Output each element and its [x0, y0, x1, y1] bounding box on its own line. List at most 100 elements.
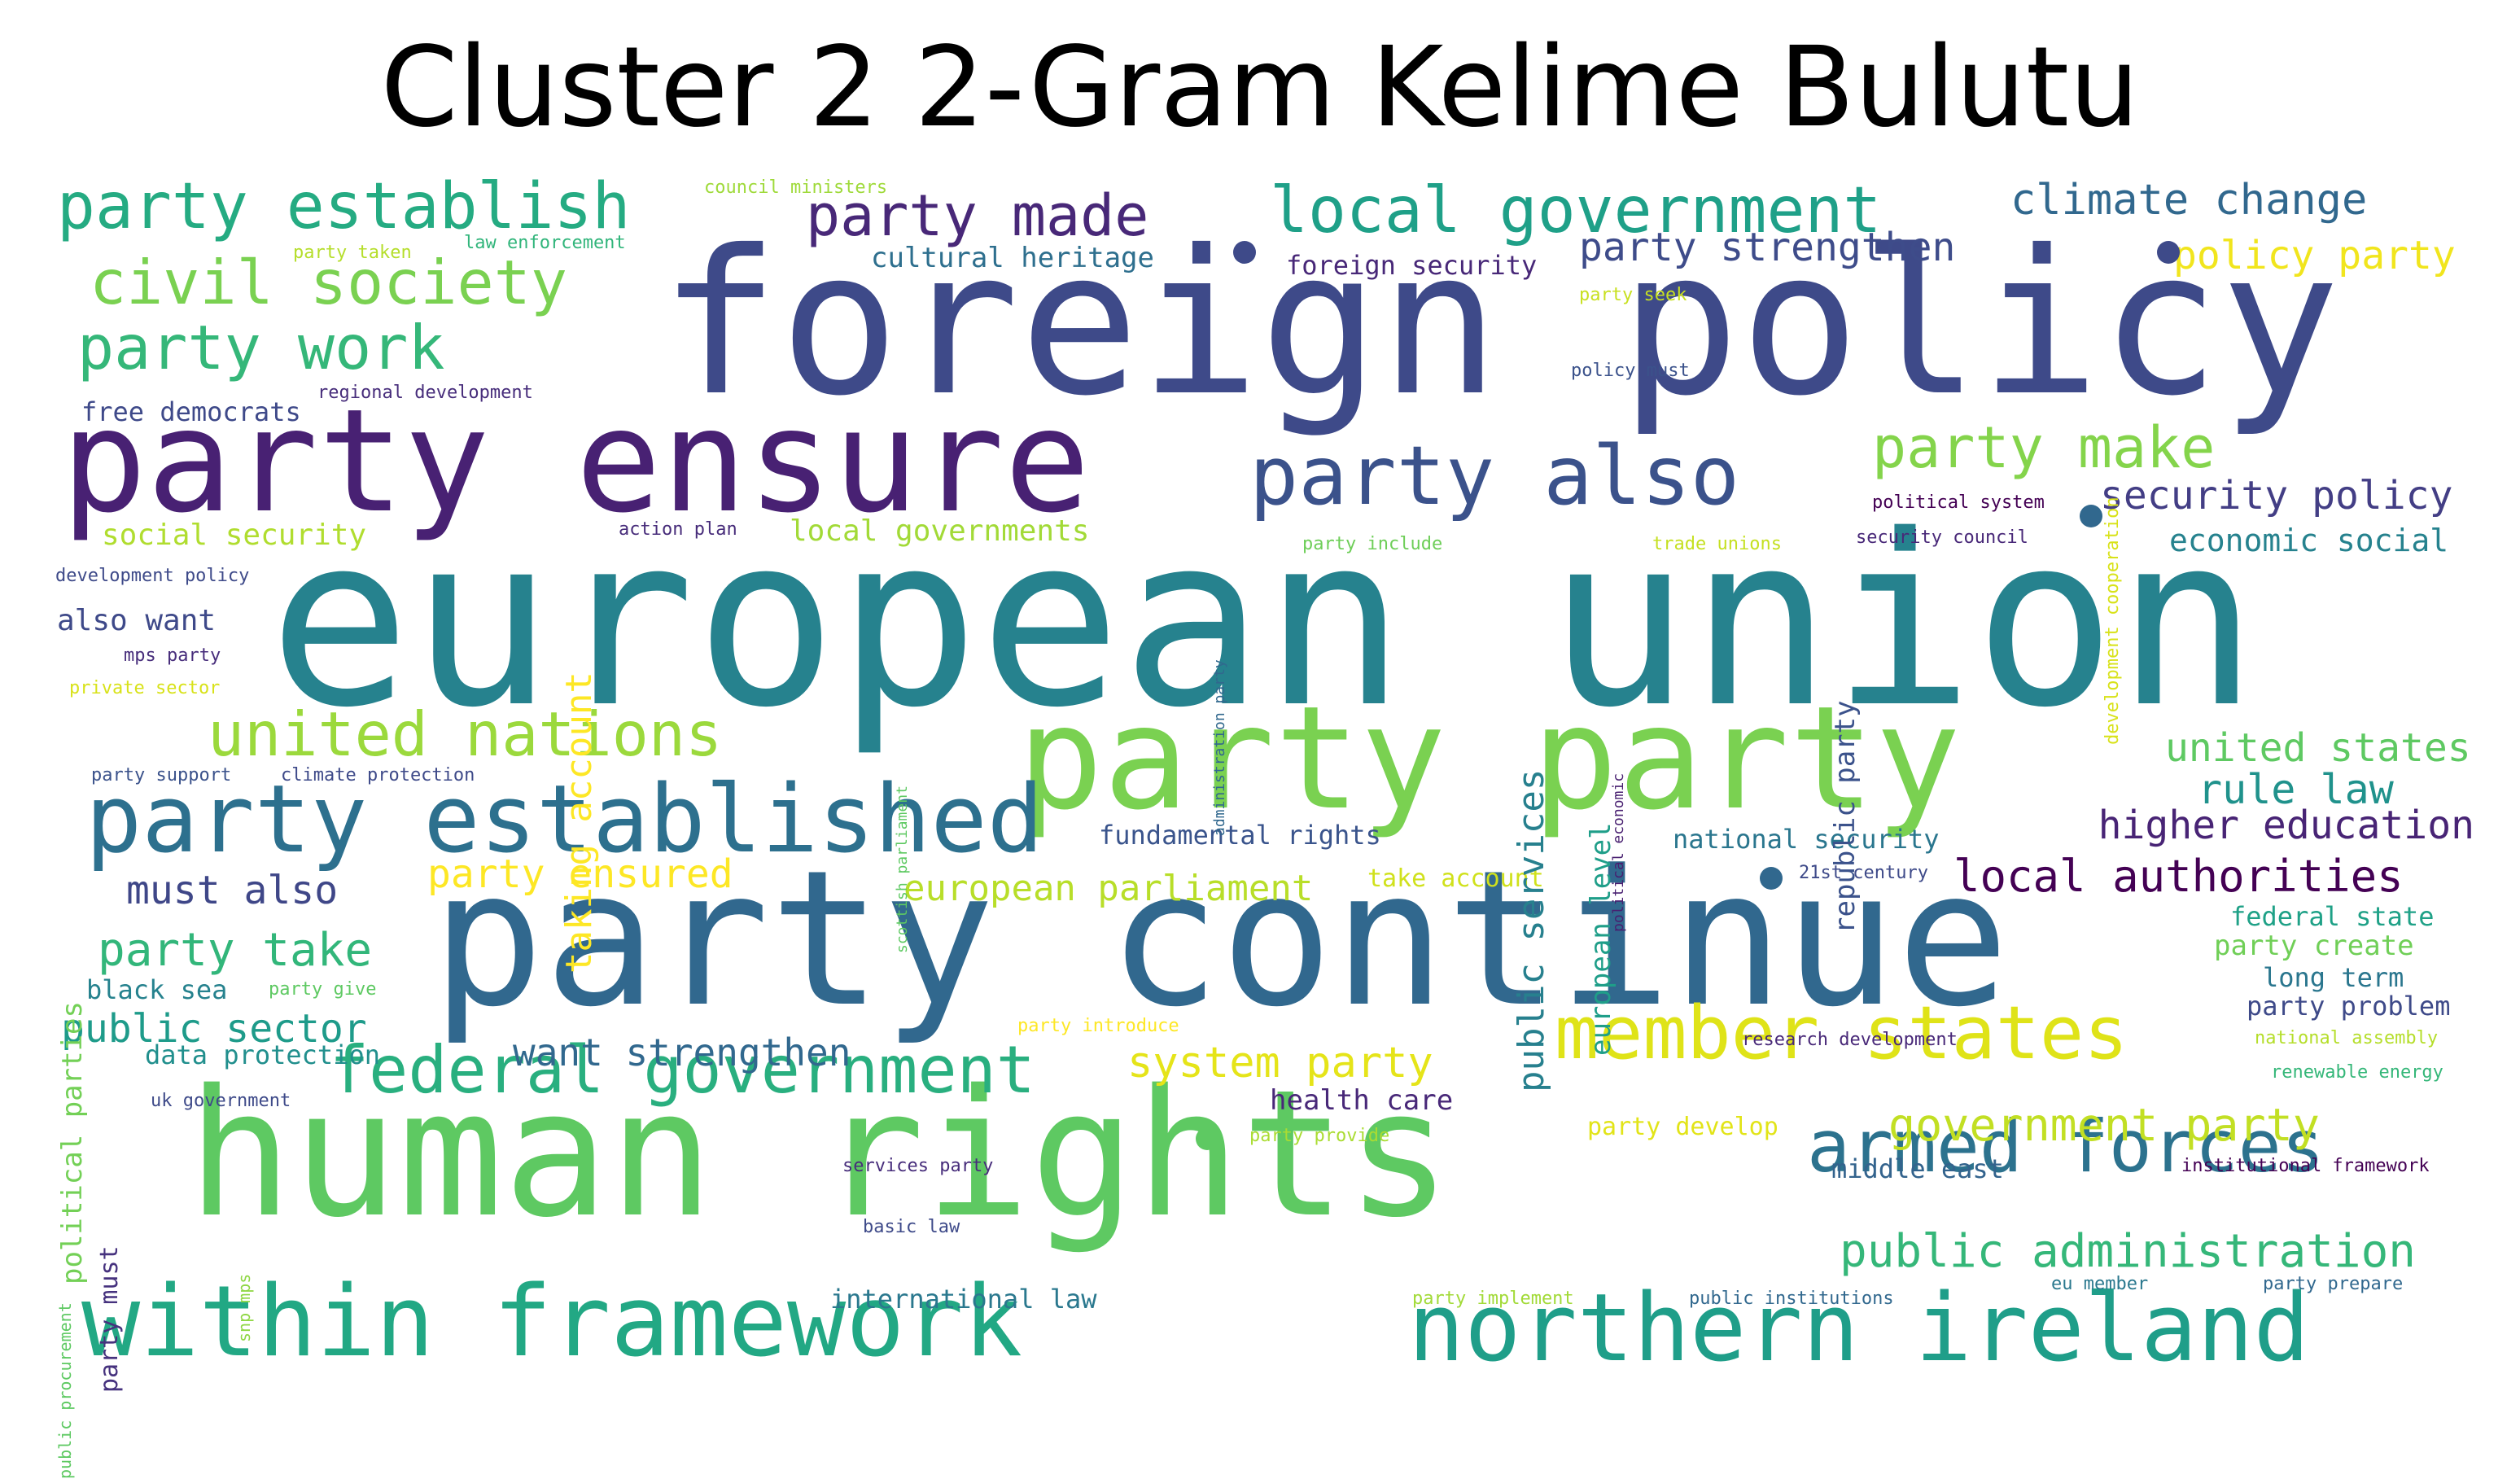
- word-cloud-term: federal government: [330, 1032, 1035, 1108]
- word-cloud-dot: [2157, 241, 2180, 264]
- word-cloud-dot: [1233, 241, 1256, 264]
- word-cloud-term: climate change: [2010, 176, 2368, 225]
- word-cloud-term: security policy: [2100, 473, 2453, 519]
- word-cloud-term: party work: [77, 312, 445, 383]
- word-cloud-term: taking account: [558, 672, 600, 974]
- word-cloud-term: political system: [1872, 492, 2045, 513]
- word-cloud-term: action plan: [619, 519, 737, 540]
- word-cloud-term: must also: [126, 868, 339, 913]
- word-cloud-term: higher education: [2098, 803, 2474, 848]
- word-cloud-term: party established: [85, 765, 1044, 874]
- word-cloud-term: rule law: [2198, 766, 2394, 813]
- word-cloud-term: northern ireland: [1408, 1274, 2310, 1383]
- word-cloud-term: law enforcement: [464, 233, 626, 253]
- word-cloud-term: government party: [1888, 1099, 2320, 1151]
- word-cloud-term: policy must: [1571, 361, 1690, 381]
- word-cloud-term: long term: [2263, 962, 2404, 993]
- word-cloud-term: fundamental rights: [1099, 820, 1381, 851]
- word-cloud-term: institutional framework: [2181, 1156, 2430, 1176]
- word-cloud-term: federal state: [2230, 901, 2435, 932]
- word-cloud-term: 21st century: [1799, 863, 1928, 883]
- word-cloud-term: party take: [98, 924, 373, 977]
- word-cloud-term: european parliament: [903, 868, 1314, 909]
- word-cloud-term: national assembly: [2255, 1028, 2439, 1048]
- word-cloud-term: political parties: [56, 1001, 89, 1284]
- word-cloud-term: member states: [1555, 991, 2128, 1076]
- word-cloud-term: renewable energy: [2271, 1062, 2443, 1083]
- word-cloud-dot: [1760, 867, 1783, 890]
- word-cloud-term: administration party: [1211, 659, 1228, 836]
- word-cloud-term: economic social: [2169, 523, 2449, 558]
- word-cloud-term: development cooperation: [2102, 497, 2123, 745]
- word-cloud-term: party strengthen: [1579, 225, 1956, 270]
- word-cloud-term: foreign policy: [659, 208, 2341, 440]
- word-cloud-term: national security: [1673, 824, 1940, 855]
- word-cloud-term: party prepare: [2263, 1274, 2404, 1294]
- page-title: Cluster 2 2-Gram Kelime Bulutu: [380, 24, 2140, 152]
- word-cloud-term: cultural heritage: [871, 242, 1154, 274]
- word-cloud-term: development policy: [55, 566, 250, 586]
- word-cloud-term: political economic: [1610, 772, 1627, 932]
- word-cloud-dot: [2080, 505, 2102, 527]
- word-cloud-term: international law: [830, 1284, 1097, 1315]
- word-cloud-term: local governments: [790, 514, 1090, 548]
- word-cloud-term: party seek: [1579, 285, 1687, 305]
- word-cloud-term: party implement: [1412, 1289, 1574, 1309]
- word-cloud-term: middle east: [1831, 1153, 2004, 1184]
- word-cloud-term: party problem: [2247, 991, 2451, 1022]
- word-cloud-term: private sector: [69, 678, 221, 698]
- word-cloud-term: party also: [1249, 428, 1740, 523]
- word-cloud-term: security council: [1856, 527, 2028, 548]
- word-cloud-term: civil society: [90, 247, 567, 318]
- word-cloud-term: scottish parliament: [894, 785, 911, 953]
- word-cloud-term: public procurement: [55, 1302, 75, 1479]
- word-cloud-term: party must: [95, 1245, 124, 1393]
- word-cloud-term: basic law: [863, 1217, 960, 1237]
- word-cloud-term: research development: [1742, 1030, 1958, 1050]
- word-cloud-term: regional development: [317, 383, 533, 403]
- word-cloud-term: climate protection: [281, 765, 475, 785]
- word-cloud-term: trade unions: [1652, 534, 1782, 554]
- word-cloud-term: public sector: [61, 1006, 367, 1052]
- word-cloud-term: party made: [806, 182, 1149, 249]
- word-cloud-term: party establish: [57, 170, 631, 243]
- word-cloud-term: party introduce: [1017, 1016, 1179, 1036]
- word-cloud-term: take account: [1367, 864, 1544, 893]
- word-cloud-term: european union: [269, 485, 2259, 759]
- word-cloud-term: foreign security: [1286, 250, 1538, 281]
- word-cloud-term: want strengthen: [513, 1030, 851, 1074]
- word-cloud-term: party make: [1872, 414, 2216, 481]
- word-cloud-term: party ensure: [61, 379, 1091, 545]
- word-cloud-term: eu member: [2051, 1274, 2149, 1294]
- word-cloud-term: public services: [1511, 768, 1552, 1092]
- word-cloud-term: local authorities: [1953, 851, 2404, 902]
- word-cloud-term: public institutions: [1689, 1289, 1894, 1309]
- word-cloud-term: social security: [102, 519, 367, 552]
- word-cloud-term: local government: [1270, 174, 1882, 247]
- word-cloud-term: snp mps: [234, 1273, 254, 1342]
- word-cloud-term: black sea: [86, 974, 228, 1005]
- word-cloud-term: free democrats: [81, 396, 301, 427]
- word-cloud-term: party provide: [1249, 1126, 1390, 1146]
- word-cloud-term: mps party: [124, 645, 221, 666]
- word-cloud-term: also want: [57, 604, 217, 637]
- word-cloud-term: party give: [269, 979, 377, 1000]
- word-cloud-dot: [1196, 1127, 1218, 1150]
- word-cloud-term: uk government: [151, 1091, 291, 1111]
- word-cloud-term: party support: [91, 765, 232, 785]
- word-cloud-term: council ministers: [704, 177, 888, 198]
- word-cloud-term: party include: [1302, 534, 1443, 554]
- word-cloud-term: party party: [1017, 676, 1961, 842]
- word-cloud-term: human rights: [187, 1052, 1452, 1256]
- word-cloud-term: data protection: [145, 1039, 380, 1070]
- word-cloud-term: united nations: [208, 698, 723, 770]
- word-cloud-term: party continue: [431, 831, 2010, 1048]
- word-cloud-term: party create: [2214, 930, 2414, 962]
- word-cloud-term: party develop: [1587, 1113, 1778, 1141]
- word-cloud-term: republic party: [1829, 700, 1862, 934]
- word-cloud-term: united states: [2165, 725, 2471, 771]
- word-cloud-term: health care: [1270, 1084, 1454, 1117]
- word-cloud-term: policy party: [2173, 233, 2456, 278]
- word-cloud-term: party taken: [293, 243, 412, 263]
- word-cloud-term: services party: [842, 1156, 994, 1176]
